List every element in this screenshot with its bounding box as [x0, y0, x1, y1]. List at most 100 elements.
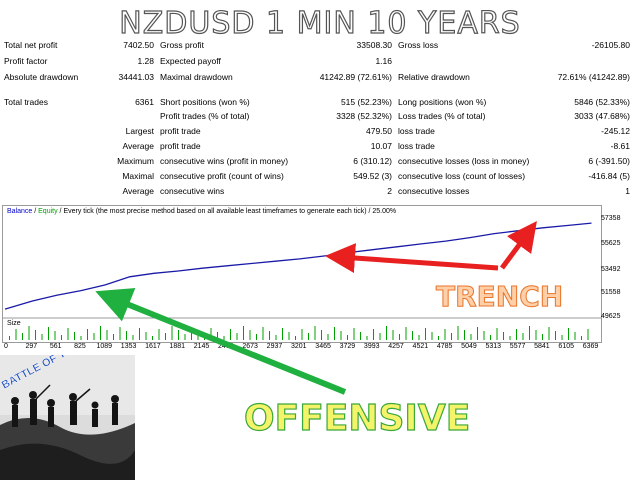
size-bar	[171, 326, 173, 340]
size-bar	[548, 327, 550, 340]
size-bar	[587, 329, 589, 340]
legend-description: / Every tick (the most precise method ba…	[57, 208, 397, 215]
size-bar	[67, 328, 69, 340]
size-bar	[399, 334, 400, 340]
stat-label: Profit trades (% of total)	[160, 111, 250, 121]
stat-label: consecutive wins (profit in money)	[160, 156, 289, 166]
size-bar	[191, 327, 192, 340]
size-bar	[555, 331, 556, 340]
size-bar	[490, 335, 491, 340]
stat-value: 6 (310.12)	[353, 156, 392, 166]
x-tick-label: 5049	[461, 343, 477, 350]
size-bar	[158, 329, 160, 340]
table-row: Profit factor 1.28 Expected payoff 1.16	[0, 56, 640, 70]
stat-value: 515 (52.23%)	[340, 97, 392, 107]
size-panel-label: Size	[7, 320, 21, 327]
size-bar	[509, 336, 511, 340]
stat-value: -8.61	[610, 141, 630, 151]
size-bar	[243, 326, 244, 340]
table-row: Average consecutive wins 2 consecutive l…	[0, 186, 640, 200]
balance-chart: Balance / Equity / Every tick (the most …	[2, 205, 602, 343]
x-tick-label: 6369	[582, 343, 599, 350]
x-tick-label: 4785	[436, 343, 453, 350]
x-tick-label: 825	[74, 343, 86, 350]
stat-value: 10.07	[370, 141, 392, 151]
size-bar	[35, 330, 36, 340]
stat-label: Average	[122, 186, 154, 196]
chart-legend: Balance / Equity / Every tick (the most …	[7, 208, 396, 215]
stat-label: Gross loss	[398, 40, 439, 50]
size-bar	[256, 334, 257, 340]
size-bar	[217, 332, 218, 340]
legend-separator: /	[32, 208, 39, 215]
y-tick-label: 53492	[601, 266, 621, 273]
size-bar	[87, 329, 88, 340]
legend-balance: Balance	[7, 208, 33, 215]
table-row: Maximum consecutive wins (profit in mone…	[0, 156, 640, 170]
size-bar	[100, 326, 101, 340]
size-bar	[9, 336, 10, 340]
stat-label: Long positions (won %)	[398, 97, 487, 107]
size-bar	[80, 336, 82, 340]
size-bar	[48, 327, 49, 340]
size-bar	[535, 330, 537, 340]
size-bar	[210, 328, 212, 340]
table-row: Maximal consecutive profit (count of win…	[0, 171, 640, 185]
x-tick-label: 6105	[558, 343, 575, 350]
stat-value: 549.52 (3)	[353, 171, 392, 181]
size-bar	[340, 331, 342, 340]
stat-value: 72.61% (41242.89)	[557, 72, 630, 82]
size-bar	[516, 329, 517, 340]
size-bar	[61, 335, 62, 340]
x-tick-label: 3993	[363, 343, 380, 350]
size-bar	[106, 330, 108, 340]
stat-label: Relative drawdown	[398, 72, 470, 82]
size-bar	[444, 329, 446, 340]
size-bar	[581, 336, 582, 340]
size-bar	[503, 332, 504, 340]
size-bar	[119, 327, 121, 340]
stat-value: 479.50	[366, 126, 392, 136]
offensive-label: OFFENSIVE	[243, 397, 471, 439]
stat-label: loss trade	[398, 126, 435, 136]
y-tick-label: 55625	[601, 240, 621, 247]
stat-value: -416.84 (5)	[588, 171, 630, 181]
size-bar	[431, 332, 433, 340]
x-tick-label: 1881	[169, 343, 186, 350]
stat-label: Absolute drawdown	[4, 72, 79, 82]
stat-value: 7402.50	[123, 40, 154, 50]
size-bar	[28, 326, 30, 340]
size-bar	[379, 333, 381, 340]
size-bar	[529, 326, 530, 340]
table-row: Absolute drawdown 34441.03 Maximal drawd…	[0, 72, 640, 86]
x-tick-label: 0	[4, 343, 8, 350]
stat-value: 2	[387, 186, 392, 196]
stat-label: Total trades	[4, 97, 48, 107]
stat-label: Maximum	[117, 156, 154, 166]
series-line-balance	[4, 222, 592, 310]
size-bar	[15, 329, 17, 340]
stat-label: profit trade	[160, 126, 201, 136]
size-bar	[93, 333, 95, 340]
size-bar	[470, 334, 472, 340]
stat-value: -245.12	[601, 126, 630, 136]
size-bar	[139, 328, 140, 340]
stat-value: 1.16	[375, 56, 392, 66]
x-tick-label: 1353	[120, 343, 137, 350]
size-bar	[464, 330, 465, 340]
size-bar	[366, 336, 368, 340]
table-row: Average profit trade 10.07 loss trade -8…	[0, 141, 640, 155]
x-tick-label: 4257	[388, 343, 404, 350]
stat-label: consecutive profit (count of wins)	[160, 171, 284, 181]
x-tick-label: 5841	[534, 343, 550, 350]
x-tick-label: 3465	[315, 343, 331, 350]
size-bar	[574, 332, 576, 340]
x-tick-label: 1089	[96, 343, 113, 350]
x-tick-label: 297	[25, 343, 38, 350]
size-bar	[405, 327, 407, 340]
stat-value: 3033 (47.68%)	[574, 111, 630, 121]
x-tick-label: 5577	[509, 343, 526, 350]
stat-label: Maximal drawdown	[160, 72, 233, 82]
stat-label: Loss trades (% of total)	[398, 111, 486, 121]
x-tick-label: 5313	[485, 343, 502, 350]
